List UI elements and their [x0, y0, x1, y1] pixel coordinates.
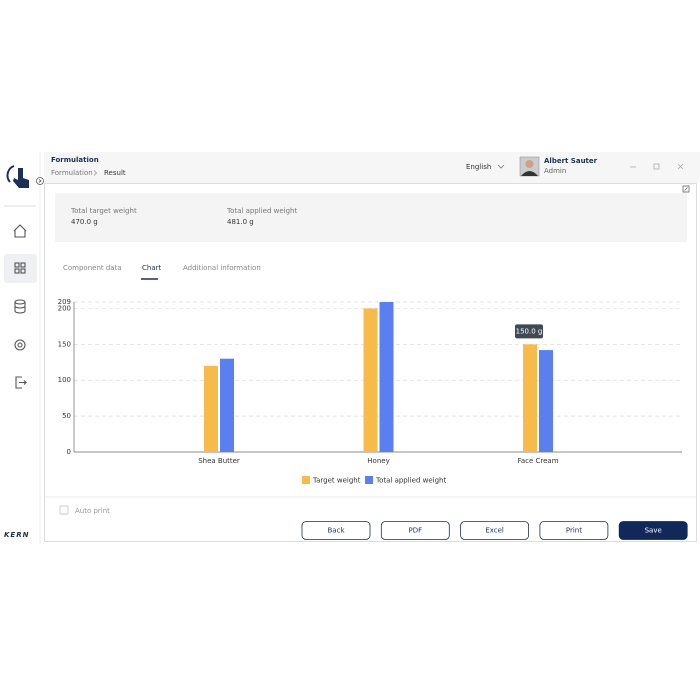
button-row: Back PDF Excel Print Save [301, 521, 688, 540]
tab[interactable]: Component data [63, 264, 122, 272]
y-tick-label: 209 [58, 298, 71, 306]
button[interactable] [618, 521, 688, 540]
legend-label[interactable]: Total applied weight [375, 477, 446, 485]
legend-swatch [365, 476, 373, 484]
summary-value: 470.0 g [71, 218, 98, 226]
bar [379, 302, 394, 452]
y-tick-label: 100 [58, 376, 71, 384]
button-label[interactable]: Save [645, 527, 662, 535]
summary-panel [55, 193, 687, 242]
tooltip: 150.0 g [516, 327, 543, 335]
y-tick-label: 0 [67, 448, 71, 456]
summary-label: Total applied weight [226, 207, 297, 215]
button-label[interactable]: Print [566, 527, 582, 535]
language-select[interactable]: English [466, 163, 491, 171]
x-tick-label: Face Cream [517, 457, 558, 465]
bar [539, 350, 553, 452]
y-tick-label: 150 [58, 340, 71, 348]
button-label[interactable]: Back [328, 527, 346, 535]
y-tick-label: 200 [58, 304, 71, 312]
user-role: Admin [544, 167, 566, 175]
legend-label[interactable]: Target weight [312, 477, 361, 485]
x-tick-label: Shea Butter [198, 457, 240, 465]
user-name: Albert Sauter [544, 157, 598, 165]
checkbox-label: Auto print [75, 507, 110, 515]
header-bar [44, 152, 700, 183]
window-controls[interactable] [630, 163, 684, 170]
summary-label: Total target weight [70, 207, 137, 215]
settings-icon[interactable] [14, 339, 26, 351]
home-icon[interactable] [13, 224, 27, 238]
logout-icon[interactable] [15, 376, 28, 389]
button[interactable] [539, 521, 609, 540]
x-tick-label: Honey [367, 457, 389, 465]
tooltip-box [515, 324, 543, 339]
checkbox[interactable] [59, 505, 69, 515]
breadcrumb-item[interactable]: Formulation [51, 169, 93, 177]
breadcrumb-separator [93, 170, 97, 176]
button[interactable] [460, 521, 530, 540]
bar [523, 344, 537, 452]
dashboard-icon[interactable] [14, 262, 26, 274]
app-logo [6, 165, 44, 188]
button-label[interactable]: PDF [408, 527, 422, 535]
dropdown-arrow [497, 164, 505, 169]
summary-value: 481.0 g [227, 218, 254, 226]
user-avatar [519, 156, 540, 177]
bar [220, 358, 234, 452]
brand-logo: KERN [4, 531, 29, 539]
bar [204, 365, 218, 452]
breadcrumb-item: Result [104, 169, 126, 177]
legend-swatch [302, 476, 310, 484]
expand-icon[interactable] [682, 185, 690, 193]
button[interactable] [380, 521, 450, 540]
database-icon[interactable] [14, 299, 26, 314]
y-tick-label: 50 [62, 412, 71, 420]
tab[interactable]: Additional information [183, 264, 261, 272]
tab-active[interactable]: Chart [142, 264, 161, 272]
page-title: Formulation [51, 156, 99, 164]
button[interactable] [301, 521, 371, 540]
button-label[interactable]: Excel [485, 527, 504, 535]
bar [363, 308, 378, 452]
